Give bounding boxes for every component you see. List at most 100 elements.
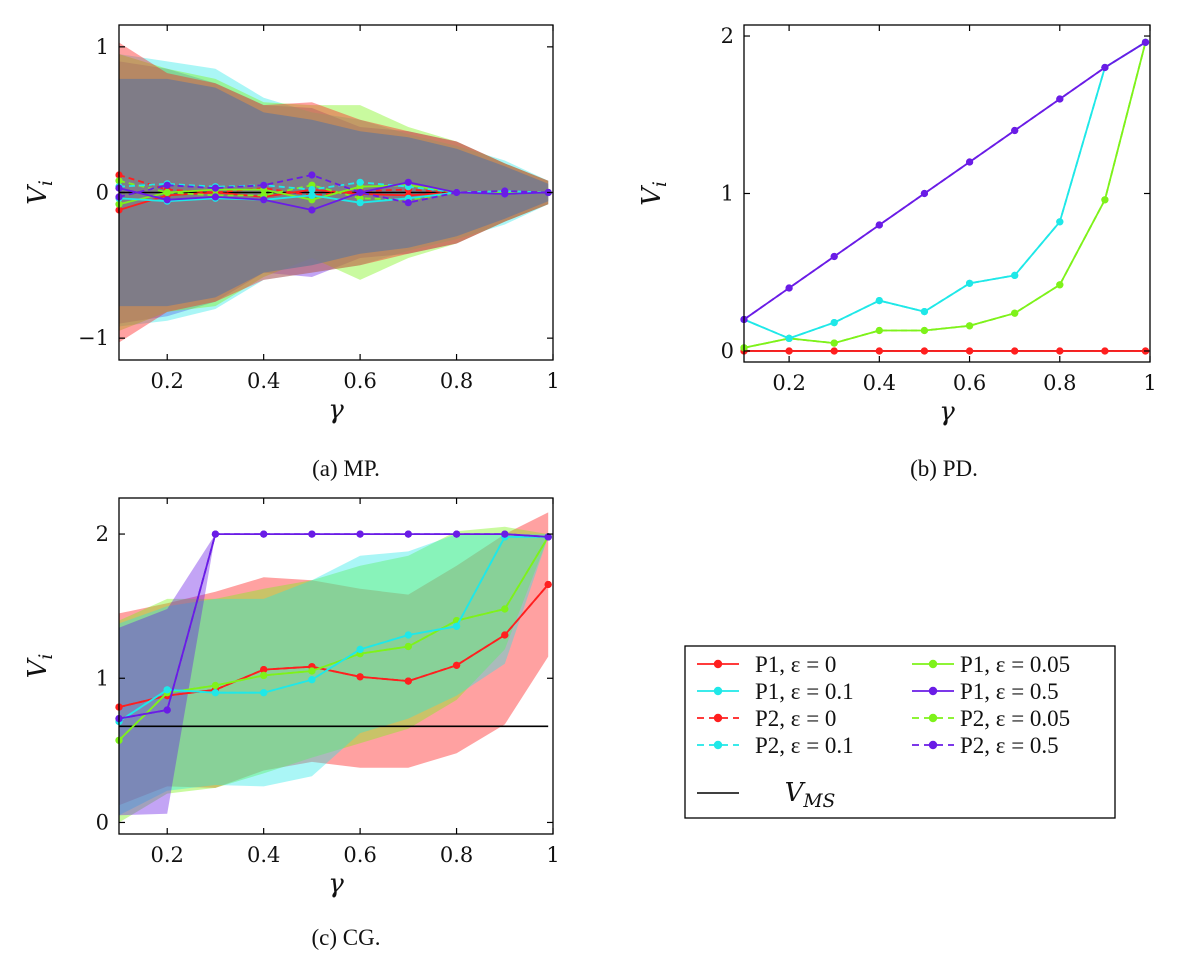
pd-point-p2-e0-4 <box>920 347 929 355</box>
pd-xtick-label-2: 0.6 <box>953 371 986 395</box>
mp-point-p2-e05-3 <box>260 181 268 189</box>
mp-point-p2-e01-5 <box>356 178 364 186</box>
mp-point-p1-e01-4 <box>308 191 316 199</box>
pd-point-p2-e0-8 <box>1101 347 1109 355</box>
legend-label-2: P1, ε = 0.1 <box>755 679 854 704</box>
cg-band-e05 <box>119 534 549 816</box>
mp-point-p2-e05-8 <box>501 187 509 195</box>
cg-series-p2-e0 <box>118 583 549 708</box>
cg-point-p2-e05-9 <box>544 533 552 541</box>
cg-xtick-label-2: 0.6 <box>343 843 376 867</box>
mp-xtick-label-4: 1 <box>546 369 559 393</box>
legend-label-6: P2, ε = 0.1 <box>755 733 854 758</box>
cg-point-p2-e005-2 <box>211 681 219 690</box>
cg-series-p2-e005 <box>118 536 549 741</box>
cg-point-p2-e01-1 <box>163 686 171 694</box>
cg-axes-frame <box>118 497 554 835</box>
pd-point-p2-e05-9 <box>1141 38 1150 46</box>
pd-point-p2-e05-3 <box>875 221 883 229</box>
legend-marker-4 <box>713 713 723 723</box>
mp-point-p2-e05-2 <box>211 184 219 192</box>
mp-ytick-label-2: 1 <box>96 35 109 59</box>
mp-point-p1-e05-4 <box>308 206 316 214</box>
pd-series-p2-e05 <box>743 41 1146 321</box>
legend-box <box>684 645 1116 819</box>
pd-point-p2-e005-4 <box>920 326 929 335</box>
cg-point-p2-e05-1 <box>163 706 171 714</box>
mp-series-p1-e05 <box>118 181 549 211</box>
pd-point-p2-e05-7 <box>1056 95 1064 103</box>
mp-series-p2-e05 <box>118 174 549 204</box>
cg-ylabel: Vi <box>23 654 57 679</box>
pd-point-p2-e01-1 <box>785 334 793 342</box>
cg-point-p2-e0-8 <box>501 631 509 639</box>
pd-ytick-label-1: 1 <box>721 182 734 206</box>
pd-point-p2-e05-4 <box>920 189 929 198</box>
pd-point-p2-e01-4 <box>920 308 929 316</box>
cg-point-p2-e0-3 <box>260 666 268 674</box>
pd-series-p1-e01 <box>743 41 1146 340</box>
legend-marker-1 <box>928 659 938 669</box>
pd-point-p2-e01-2 <box>830 319 838 327</box>
pd-point-p2-e005-3 <box>875 326 883 335</box>
legend-label-7: P2, ε = 0.5 <box>960 733 1059 758</box>
legend-label-1: P1, ε = 0.05 <box>960 652 1070 677</box>
legend-marker-5 <box>928 713 938 723</box>
cg-xtick-label-3: 0.8 <box>440 843 473 867</box>
legend-label-4: P2, ε = 0 <box>755 706 836 731</box>
pd-point-p2-e01-7 <box>1056 218 1064 226</box>
cg-xtick-label-4: 1 <box>546 843 559 867</box>
pd-series-p2-e005 <box>743 42 1147 349</box>
pd-point-p2-e0-5 <box>966 347 974 355</box>
mp-series-p2-e01 <box>118 181 549 194</box>
pd-ytick-label-0: 0 <box>721 339 734 363</box>
mp-series-p2-e005 <box>118 179 549 201</box>
cg-ylabel-sub: i <box>36 654 57 660</box>
pd-ylabel-sub: i <box>650 181 671 187</box>
caption-pd: (b) PD. <box>910 456 978 481</box>
mp-point-p2-e05-1 <box>163 181 171 189</box>
mp-point-p2-e05-6 <box>404 199 412 207</box>
mp-point-p2-e05-4 <box>308 171 316 179</box>
cg-series-p2-e01 <box>118 536 549 723</box>
cg-point-p2-e01-5 <box>356 645 364 654</box>
cg-point-p2-e05-5 <box>356 530 364 538</box>
pd-point-p2-e0-1 <box>785 347 793 355</box>
pd-point-p2-e05-6 <box>1011 126 1019 135</box>
cg-point-p2-e05-6 <box>404 530 412 538</box>
mp-ytick-label-1: 0 <box>96 181 109 205</box>
cg-point-p2-e01-3 <box>260 689 268 697</box>
mp-point-p1-e05-3 <box>260 196 268 204</box>
cg-ytick-label-0: 0 <box>96 810 109 834</box>
cg-point-p2-e0-9 <box>544 580 552 589</box>
pd-point-p2-e0-3 <box>875 347 883 355</box>
cg-point-p2-e0-6 <box>404 677 412 685</box>
cg-point-p2-e0-5 <box>356 673 364 681</box>
pd-ylabel: Vi <box>637 181 671 206</box>
pd-series-p2-e01 <box>743 41 1146 340</box>
pd-point-p2-e01-5 <box>966 279 974 287</box>
pd-point-p2-e01-6 <box>1011 271 1019 279</box>
legend-label-8-sub: MS <box>802 791 835 812</box>
mp-point-p2-e005-1 <box>163 188 171 197</box>
cg-point-p2-e05-2 <box>211 530 219 538</box>
cg-ytick-label-1: 1 <box>96 666 109 690</box>
pd-point-p2-e005-7 <box>1056 281 1064 289</box>
pd-series-p1-e005 <box>743 42 1147 349</box>
mp-point-p1-e05-6 <box>404 178 412 186</box>
mp-ytick-label-0: −1 <box>78 326 109 350</box>
caption-cg: (c) CG. <box>312 925 381 950</box>
cg-point-p2-e05-4 <box>308 530 316 538</box>
cg-point-p2-e01-7 <box>453 622 461 630</box>
legend-marker-6 <box>713 740 723 750</box>
cg-band-e01 <box>119 534 549 816</box>
pd-xtick-label-1: 0.4 <box>863 371 896 395</box>
cg-point-p2-e01-6 <box>404 631 412 639</box>
pd-axes-frame <box>743 24 1151 363</box>
cg-ytick-label-2: 2 <box>96 522 109 546</box>
cg-xtick-label-0: 0.2 <box>151 843 184 867</box>
legend: P1, ε = 0 P1, ε = 0.05 P1, ε = 0.1 P1, ε = … <box>684 645 1116 819</box>
legend-marker-7 <box>928 740 938 750</box>
cg-point-p2-e05-3 <box>260 530 268 538</box>
